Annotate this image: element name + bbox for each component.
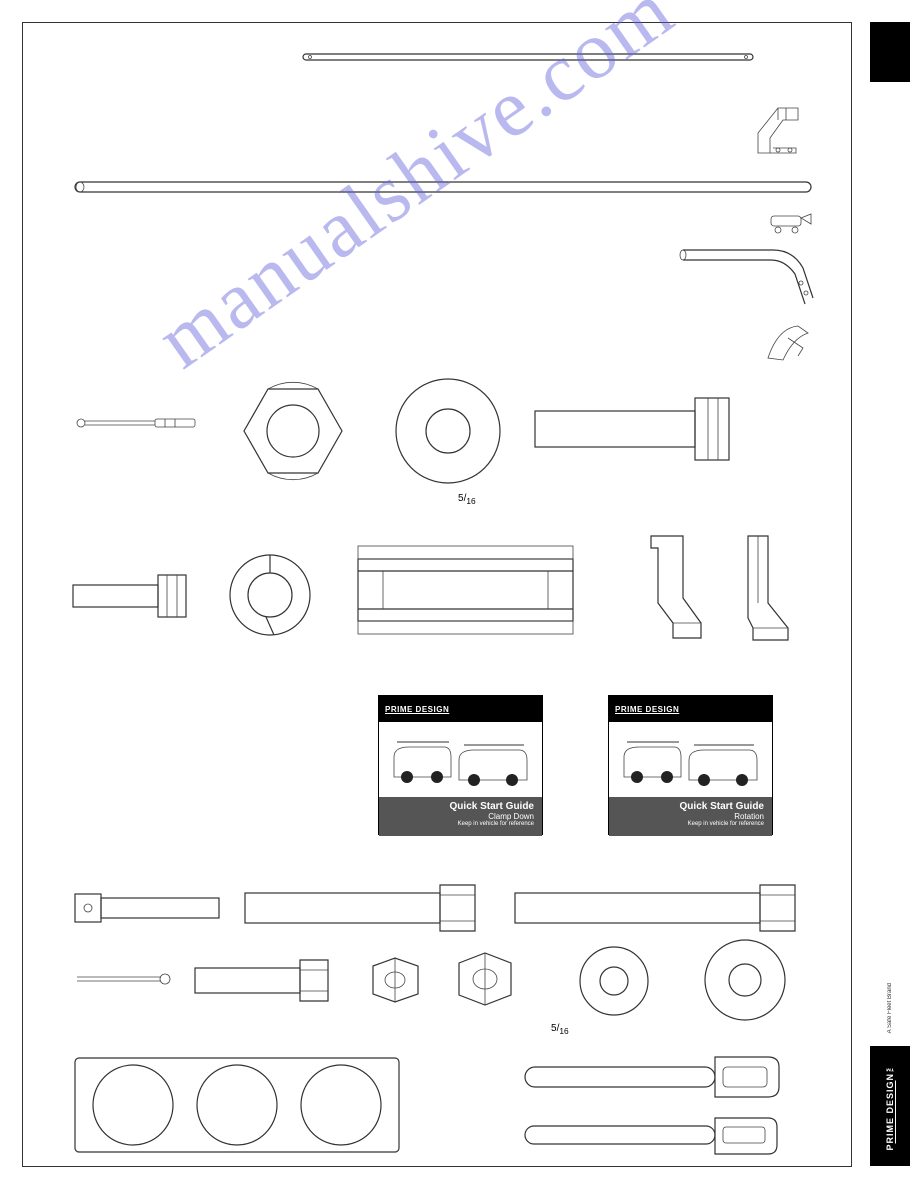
nut-square-1 — [368, 956, 423, 1004]
sidebar: A Safe Fleet Brand PRIME DESIGN™ — [862, 0, 918, 1188]
elbow-tube — [673, 238, 823, 318]
sidebar-tagline: A Safe Fleet Brand — [870, 973, 910, 1043]
z-bracket-1 — [643, 528, 713, 648]
nut-large — [238, 381, 348, 481]
bolt-short — [71, 573, 191, 618]
guide-title: Quick Start Guide — [617, 801, 764, 812]
clamp-small — [763, 208, 818, 238]
guide-image — [609, 722, 772, 797]
washer-2 — [703, 938, 788, 1023]
bracket-top-right — [748, 98, 818, 168]
nut-square-2 — [453, 951, 518, 1007]
guide-footer: Quick Start Guide Rotation Keep in vehic… — [609, 797, 772, 836]
rod-top — [298, 48, 758, 68]
z-bracket-2 — [738, 528, 803, 648]
guide-title: Quick Start Guide — [387, 801, 534, 812]
guide-footer: Quick Start Guide Clamp Down Keep in veh… — [379, 797, 542, 836]
fraction-5-16-a: 5/16 — [458, 493, 476, 506]
guide-brand: PRIME DESIGN — [615, 705, 679, 714]
guide-note: Keep in vehicle for reference — [617, 821, 764, 827]
bolt-hex-1 — [243, 883, 483, 933]
lock-washer — [228, 553, 313, 638]
guide-subtitle: Clamp Down — [387, 812, 534, 821]
guide-image — [379, 722, 542, 797]
guide-header: PRIME DESIGN — [609, 696, 772, 722]
cotter-pin-small — [73, 971, 173, 987]
washer-1 — [578, 945, 650, 1017]
wrench-1 — [523, 1053, 783, 1101]
bolt-long — [533, 396, 733, 461]
guide-subtitle: Rotation — [617, 812, 764, 821]
shaft-with-hole — [73, 888, 223, 928]
tube-long — [73, 178, 813, 198]
guide-brand: PRIME DESIGN — [385, 705, 449, 714]
fraction-den: 16 — [466, 496, 475, 506]
guide-card-clamp: PRIME DESIGN Quick Start Guide Clamp Dow… — [378, 695, 543, 835]
bolt-hex-2 — [513, 883, 803, 933]
wrench-2 — [523, 1115, 783, 1157]
fraction-num: 5 — [551, 1023, 557, 1034]
fraction-5-16-b: 5/16 — [551, 1023, 569, 1036]
washer-large — [393, 376, 503, 486]
guide-header: PRIME DESIGN — [379, 696, 542, 722]
cotter-pin-long — [75, 415, 205, 431]
wing-piece — [763, 318, 823, 368]
guide-card-rotation: PRIME DESIGN Quick Start Guide Rotation … — [608, 695, 773, 835]
bolt-medium — [193, 958, 333, 1003]
sidebar-brand-block: PRIME DESIGN™ — [870, 1046, 910, 1166]
sidebar-brand: PRIME DESIGN™ — [885, 1062, 895, 1151]
fraction-num: 5 — [458, 493, 464, 504]
fraction-den: 16 — [559, 1026, 568, 1036]
guide-note: Keep in vehicle for reference — [387, 821, 534, 827]
page-frame: 5/16 PRIME DESIGN Quick Start Guide — [22, 22, 852, 1167]
channel-bracket — [353, 541, 583, 641]
sidebar-top-block — [870, 22, 910, 82]
plate-three-circles — [73, 1056, 403, 1156]
